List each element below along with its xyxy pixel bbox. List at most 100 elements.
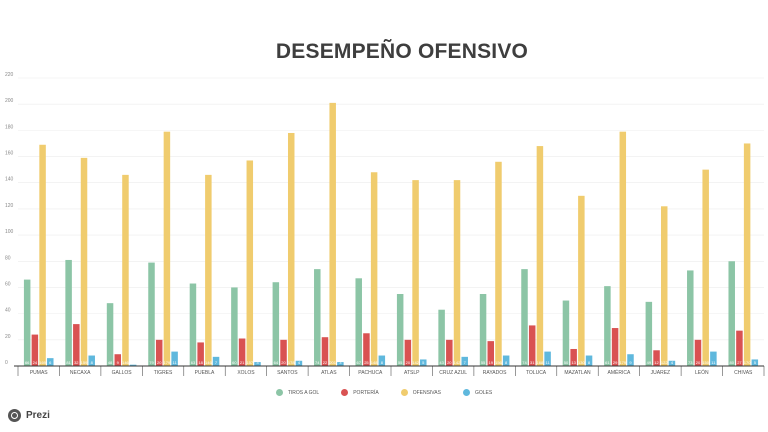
data-label: 20 (447, 360, 452, 365)
bar (743, 143, 751, 366)
data-label: 74 (315, 360, 320, 365)
x-tick-label: RAYADOS (483, 370, 507, 376)
bar (604, 286, 611, 366)
x-tick-label: CHIVAS (734, 370, 753, 376)
y-tick-label: 160 (5, 151, 14, 157)
data-label: 8 (381, 360, 384, 365)
data-label: 20 (406, 360, 411, 365)
data-label: 73 (688, 360, 693, 365)
y-tick-label: 40 (5, 308, 11, 314)
x-tick-label: JUAREZ (651, 370, 670, 376)
bar (728, 261, 735, 366)
data-label: 74 (522, 360, 527, 365)
bar (197, 342, 204, 366)
y-tick-label: 220 (5, 72, 14, 78)
data-label: 7 (464, 360, 467, 365)
x-tick-label: XOLOS (237, 370, 255, 376)
legend-item: OFENSIVAS (400, 389, 441, 396)
bar (355, 278, 362, 366)
data-label: 13 (571, 360, 576, 365)
data-label: 9 (629, 360, 632, 365)
prezi-brand: Prezi (8, 409, 50, 422)
x-tick-label: TIGRES (154, 370, 173, 376)
data-label: 79 (149, 360, 154, 365)
bar (702, 169, 709, 366)
data-label: 63 (191, 360, 196, 365)
bar (314, 269, 321, 366)
data-label: 25 (364, 360, 369, 365)
bar (287, 132, 295, 366)
data-label: 142 (412, 360, 419, 365)
bar (562, 300, 570, 366)
legend-swatch (400, 389, 408, 396)
bar (585, 355, 593, 366)
x-tick-label: ATSLP (404, 370, 420, 376)
data-label: 9 (117, 360, 120, 365)
legend-item: TIROS A GOL (275, 389, 320, 396)
legend-label: TIROS A GOL (287, 389, 320, 396)
data-label: 157 (246, 360, 253, 365)
bar (246, 160, 254, 366)
x-tick-label: SANTOS (277, 370, 298, 376)
data-label: 48 (108, 360, 113, 365)
data-label: 21 (240, 360, 245, 365)
legend-label: GOLES (474, 389, 493, 396)
y-tick-label: 100 (5, 229, 14, 235)
x-tick-label: PUMAS (30, 370, 48, 376)
bar (412, 180, 419, 366)
bar (461, 356, 468, 366)
data-label: 168 (537, 360, 544, 365)
bar (619, 131, 627, 366)
data-label: 4 (298, 360, 301, 365)
x-tick-label: GALLOS (112, 370, 133, 376)
bar (254, 362, 261, 366)
y-tick-label: 120 (5, 203, 14, 209)
bar (446, 339, 453, 366)
x-tick-label: PACHUCA (358, 370, 383, 376)
data-label: 170 (744, 360, 751, 365)
data-label: 201 (329, 360, 336, 365)
bar (502, 355, 510, 366)
data-label: 150 (702, 360, 709, 365)
bar (544, 351, 551, 366)
bar (570, 348, 577, 366)
brand-name: Prezi (26, 410, 50, 421)
data-label: 178 (288, 360, 295, 365)
data-label: 142 (454, 360, 461, 365)
bar (155, 339, 163, 366)
bar (627, 354, 634, 366)
legend-swatch (462, 389, 470, 396)
data-label: 55 (398, 360, 403, 365)
y-tick-label: 200 (5, 98, 14, 104)
legend-item: PORTERÍA (341, 389, 379, 396)
bar (31, 334, 39, 366)
data-label: 20 (157, 360, 162, 365)
data-label: 22 (323, 360, 328, 365)
data-label: 66 (25, 360, 30, 365)
data-label: 11 (173, 360, 178, 365)
data-label: 55 (481, 360, 486, 365)
data-label: 27 (737, 360, 742, 365)
legend: TIROS A GOL PORTERÍA OFENSIVAS GOLES (0, 389, 768, 396)
data-label: 43 (439, 360, 444, 365)
bar (272, 282, 280, 366)
y-tick-label: 60 (5, 281, 11, 287)
bar (321, 337, 329, 366)
bar (653, 350, 660, 366)
legend-swatch (275, 389, 283, 396)
bar (438, 309, 445, 366)
bar (122, 174, 129, 366)
bar (487, 341, 495, 366)
data-label: 1 (132, 360, 135, 365)
data-label: 29 (613, 360, 618, 365)
bar (404, 339, 412, 366)
bar (106, 303, 114, 366)
legend-item: GOLES (462, 389, 493, 396)
bar (611, 328, 619, 366)
bar (687, 270, 694, 366)
bar (189, 283, 197, 366)
bar (337, 362, 344, 366)
bar (694, 339, 702, 366)
x-tick-label: MAZATLAN (564, 370, 591, 376)
